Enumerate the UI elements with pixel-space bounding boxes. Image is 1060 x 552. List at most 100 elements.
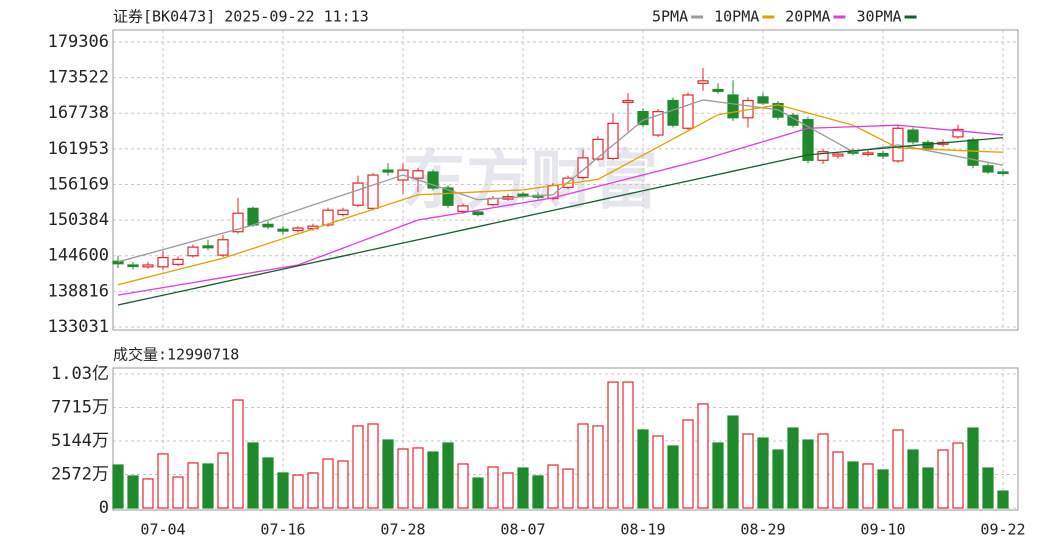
- volume-bar: [112, 464, 124, 509]
- candle-body: [682, 94, 694, 129]
- candle-body: [127, 264, 139, 268]
- candle-body: [322, 209, 334, 226]
- candle-body: [457, 205, 469, 213]
- candle-body: [877, 152, 889, 157]
- y-tick-label: 138816: [48, 281, 109, 301]
- volume-tick-label: 1.03亿: [51, 364, 109, 384]
- candle-body: [292, 227, 304, 232]
- volume-bar: [997, 490, 1009, 509]
- x-tick-label: 09-22: [980, 521, 1025, 539]
- candle-body: [667, 99, 679, 126]
- candle-body: [247, 207, 259, 226]
- volume-bar: [187, 462, 199, 509]
- volume-bar: [772, 449, 784, 509]
- watermark: 东方财富: [402, 145, 658, 219]
- candle-body: [952, 128, 964, 138]
- volume-bar: [862, 463, 874, 509]
- candle-body: [757, 96, 769, 104]
- volume-bar: [697, 403, 709, 509]
- volume-bar: [787, 427, 799, 509]
- candle-body: [652, 111, 664, 136]
- candle-body: [187, 246, 199, 257]
- candle-body: [727, 94, 739, 119]
- volume-bar: [802, 439, 814, 509]
- volume-bar: [637, 429, 649, 509]
- legend-label: 20PMA: [785, 8, 830, 26]
- candle-body: [907, 129, 919, 143]
- candle-body: [997, 171, 1009, 175]
- volume-bar: [757, 437, 769, 509]
- volume-bar: [982, 467, 994, 509]
- volume-bar: [922, 467, 934, 509]
- volume-bar: [202, 463, 214, 509]
- volume-bar: [397, 448, 409, 509]
- ma-line: [117, 136, 1004, 306]
- candle-body: [367, 174, 379, 209]
- chart-title: 证券[BK0473] 2025-09-22 11:13: [113, 8, 369, 26]
- volume-bar: [142, 478, 154, 509]
- volume-bar: [427, 451, 439, 509]
- volume-bar: [472, 477, 484, 509]
- y-tick-label: 133031: [48, 317, 109, 337]
- volume-bar: [622, 381, 634, 509]
- candle-body: [217, 239, 229, 256]
- y-tick-label: 179306: [48, 32, 109, 52]
- volume-bar: [532, 475, 544, 509]
- volume-bar: [292, 474, 304, 509]
- volume-bar: [682, 419, 694, 509]
- y-tick-label: 150384: [48, 210, 109, 230]
- y-tick-label: 156169: [48, 174, 109, 194]
- volume-bar: [562, 468, 574, 509]
- volume-bar: [742, 433, 754, 509]
- volume-bar: [247, 442, 259, 509]
- legend-label: 30PMA: [856, 8, 901, 26]
- y-tick-label: 173522: [48, 68, 109, 88]
- candle-body: [142, 264, 154, 268]
- y-tick-label: 167738: [48, 103, 109, 123]
- volume-bar: [502, 472, 514, 509]
- volume-bar: [337, 460, 349, 509]
- volume-bar: [412, 447, 424, 509]
- volume-bar: [322, 458, 334, 509]
- volume-tick-label: 0: [99, 498, 109, 518]
- legend-label: 10PMA: [714, 8, 759, 26]
- candle-body: [337, 209, 349, 216]
- volume-bar: [577, 423, 589, 509]
- x-tick-label: 08-07: [500, 521, 545, 539]
- candle-body: [697, 80, 709, 84]
- candle-body: [172, 258, 184, 265]
- volume-bar: [457, 463, 469, 509]
- candle-body: [592, 138, 604, 160]
- volume-bar: [607, 381, 619, 509]
- volume-bar: [367, 423, 379, 509]
- volume-bar: [352, 425, 364, 509]
- volume-bar: [937, 449, 949, 509]
- candle-body: [607, 122, 619, 160]
- volume-bar: [517, 467, 529, 509]
- volume-frame: [112, 367, 1019, 511]
- candle-body: [442, 187, 454, 206]
- volume-bar: [652, 435, 664, 509]
- volume-bar: [277, 472, 289, 509]
- volume-bar: [817, 433, 829, 509]
- candle-body: [577, 157, 589, 179]
- volume-bar: [967, 427, 979, 509]
- volume-bar: [892, 429, 904, 509]
- candle-body: [382, 169, 394, 173]
- volume-bar: [172, 476, 184, 509]
- volume-bar: [127, 475, 139, 509]
- candle-body: [982, 165, 994, 173]
- candle-body: [202, 245, 214, 249]
- x-tick-label: 07-16: [260, 521, 305, 539]
- volume-title: 成交量:12990718: [113, 346, 239, 364]
- candle-body: [262, 223, 274, 228]
- candle-body: [472, 211, 484, 216]
- x-tick-label: 08-29: [740, 521, 785, 539]
- volume-tick-label: 5144万: [51, 431, 109, 451]
- volume-bar: [217, 452, 229, 509]
- candle-body: [622, 99, 634, 103]
- y-tick-label: 161953: [48, 139, 109, 159]
- volume-tick-label: 7715万: [51, 398, 109, 418]
- candle-body: [427, 171, 439, 189]
